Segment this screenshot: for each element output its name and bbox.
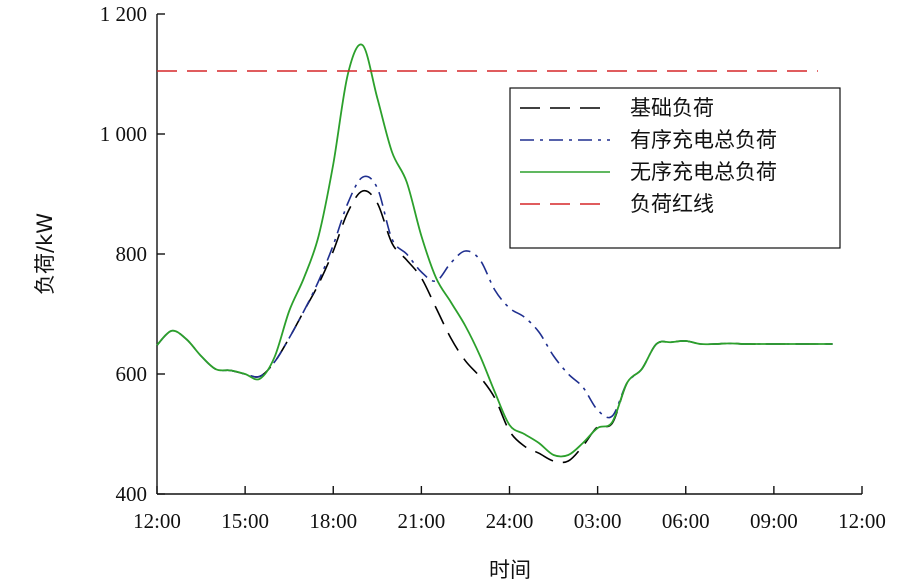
x-tick-label: 06:00 [662, 509, 710, 533]
x-tick-label: 15:00 [221, 509, 269, 533]
y-axis-title: 负荷/kW [33, 213, 57, 295]
x-tick-label: 09:00 [750, 509, 798, 533]
x-tick-label: 21:00 [397, 509, 445, 533]
y-tick-label: 600 [116, 362, 148, 386]
x-tick-label: 12:00 [838, 509, 886, 533]
y-tick-label: 1 200 [100, 2, 147, 26]
legend-box [509, 87, 841, 249]
y-tick-label: 400 [116, 482, 148, 506]
x-tick-label: 24:00 [486, 509, 534, 533]
y-tick-label: 1 000 [100, 122, 147, 146]
legend-label-1: 基础负荷 [630, 96, 714, 120]
series-layer [156, 43, 833, 464]
x-tick-label: 12:00 [133, 509, 181, 533]
legend-label-4: 负荷红线 [630, 192, 714, 216]
x-axis-title: 时间 [489, 558, 531, 582]
ticks: 12:00 15:00 18:00 21:00 24:00 03:00 06:00 09:00… [100, 2, 886, 533]
y-tick-label: 800 [116, 242, 148, 266]
legend-label-3: 无序充电总负荷 [630, 160, 777, 184]
axes [156, 14, 862, 495]
series-line-3 [156, 43, 833, 458]
x-tick-label: 03:00 [574, 509, 622, 533]
x-tick-label: 18:00 [309, 509, 357, 533]
legend-label-2: 有序充电总负荷 [630, 128, 777, 152]
